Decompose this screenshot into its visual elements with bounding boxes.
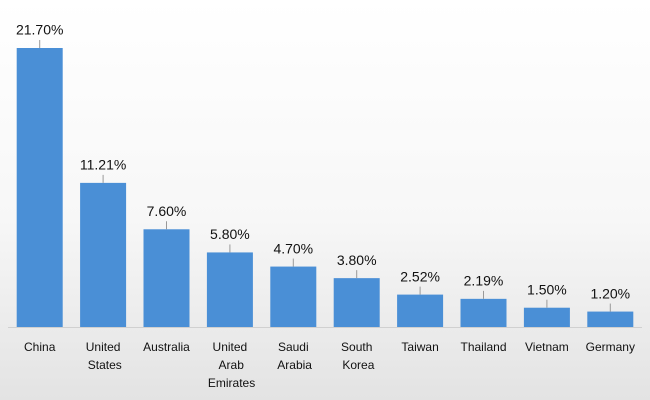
x-tick-label: Australia	[143, 340, 190, 354]
bar	[460, 298, 507, 327]
bar	[333, 278, 380, 327]
data-label: 7.60%	[147, 203, 187, 219]
bar	[397, 294, 444, 327]
data-label: 1.20%	[590, 285, 630, 301]
x-tick-label: Saudi Arabia	[275, 340, 313, 372]
x-tick-label: United Arab Emirates	[205, 340, 256, 390]
data-label: 4.70%	[273, 240, 313, 256]
x-tick-label: China	[24, 340, 56, 354]
x-tick-label: Vietnam	[525, 340, 569, 354]
data-label: 11.21%	[80, 157, 126, 173]
bar	[80, 182, 127, 327]
bar	[143, 229, 190, 327]
bar	[270, 266, 317, 327]
bar	[523, 307, 570, 327]
x-tick-label: Taiwan	[401, 340, 438, 354]
data-label: 21.70%	[16, 22, 63, 38]
x-tick-label: South Korea	[339, 340, 375, 372]
bar	[16, 48, 63, 327]
data-label: 3.80%	[337, 252, 377, 268]
bar	[206, 252, 253, 327]
data-label: 1.50%	[527, 281, 567, 297]
x-tick-label: Thailand	[460, 340, 506, 354]
x-tick-label: United States	[84, 340, 121, 372]
data-label: 5.80%	[210, 226, 250, 242]
data-label: 2.52%	[400, 268, 440, 284]
x-tick-label: Germany	[586, 340, 635, 354]
bar	[587, 311, 634, 327]
data-label: 2.19%	[464, 273, 504, 289]
